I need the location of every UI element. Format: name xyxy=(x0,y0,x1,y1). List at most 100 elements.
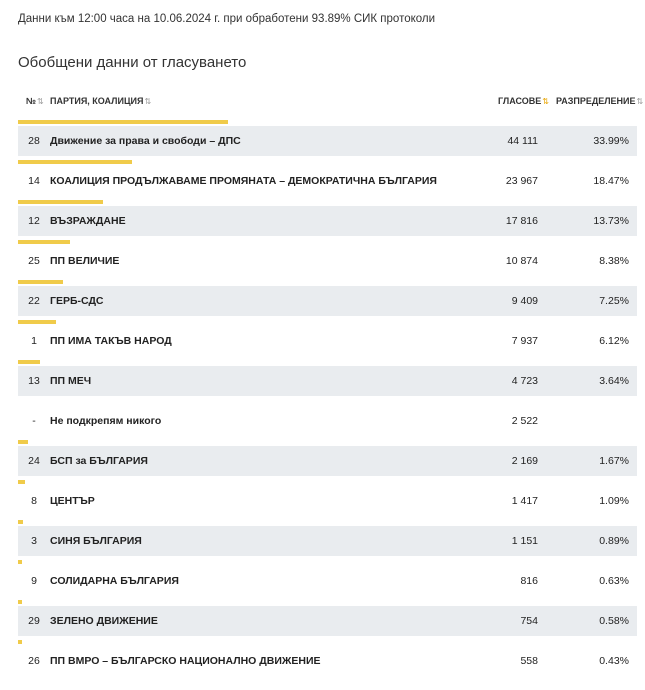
column-header-party[interactable]: ПАРТИЯ, КОАЛИЦИЯ ⇅ xyxy=(50,96,151,106)
share-bar xyxy=(18,320,56,324)
party-name: Движение за права и свободи – ДПС xyxy=(50,135,241,147)
row-background xyxy=(18,566,637,596)
table-row: - Не подкрепям никого 2 522 xyxy=(18,400,637,440)
share-bar xyxy=(18,560,22,564)
table-row: 14 КОАЛИЦИЯ ПРОДЪЛЖАВАМЕ ПРОМЯНАТА – ДЕМО… xyxy=(18,160,637,200)
party-number: 9 xyxy=(31,575,37,587)
votes-count: 7 937 xyxy=(511,335,538,347)
table-row: 13 ПП МЕЧ 4 723 3.64% xyxy=(18,360,637,400)
vote-distribution: 0.58% xyxy=(599,615,629,627)
section-title: Обобщени данни от гласуването xyxy=(18,54,247,71)
table-row: 25 ПП ВЕЛИЧИЕ 10 874 8.38% xyxy=(18,240,637,280)
sort-icon[interactable]: ⇅ xyxy=(37,96,44,106)
party-name: ЦЕНТЪР xyxy=(50,495,95,507)
row-background xyxy=(18,326,637,356)
sort-active-icon[interactable]: ⇅ xyxy=(542,96,549,106)
row-background xyxy=(18,606,637,636)
votes-count: 4 723 xyxy=(511,375,538,387)
row-background xyxy=(18,286,637,316)
votes-count: 754 xyxy=(520,615,538,627)
row-background xyxy=(18,526,637,556)
party-name: ВЪЗРАЖДАНЕ xyxy=(50,215,126,227)
share-bar xyxy=(18,240,70,244)
column-header-distribution-label: РАЗПРЕДЕЛЕНИЕ xyxy=(556,96,636,106)
sort-icon[interactable]: ⇅ xyxy=(636,96,644,106)
party-number: 12 xyxy=(28,215,40,227)
vote-distribution: 6.12% xyxy=(599,335,629,347)
vote-distribution: 1.67% xyxy=(599,455,629,467)
row-background xyxy=(18,406,637,436)
share-bar xyxy=(18,520,24,524)
votes-count: 10 874 xyxy=(505,255,538,267)
vote-distribution: 0.43% xyxy=(599,655,629,667)
row-background xyxy=(18,646,637,676)
vote-distribution: 0.63% xyxy=(599,575,629,587)
share-bar xyxy=(18,280,63,284)
votes-count: 9 409 xyxy=(511,295,538,307)
share-bar xyxy=(18,120,228,124)
vote-distribution: 7.25% xyxy=(599,295,629,307)
data-status-line: Данни към 12:00 часа на 10.06.2024 г. пр… xyxy=(18,13,436,25)
party-number: 1 xyxy=(31,335,37,347)
row-background xyxy=(18,246,637,276)
party-number: 28 xyxy=(28,135,40,147)
votes-count: 44 111 xyxy=(507,135,538,147)
share-bar xyxy=(18,200,103,204)
party-number: 13 xyxy=(28,375,40,387)
party-number: 14 xyxy=(28,175,40,187)
party-number: 24 xyxy=(28,455,40,467)
party-name: ПП МЕЧ xyxy=(50,375,92,387)
party-name: СИНЯ БЪЛГАРИЯ xyxy=(50,535,142,547)
party-name: ПП ВЕЛИЧИЕ xyxy=(50,255,120,267)
party-number: 8 xyxy=(31,495,37,507)
table-row: 8 ЦЕНТЪР 1 417 1.09% xyxy=(18,480,637,520)
vote-distribution: 18.47% xyxy=(593,175,629,187)
votes-count: 17 816 xyxy=(505,215,538,227)
row-background xyxy=(18,366,637,396)
vote-distribution: 33.99% xyxy=(593,135,629,147)
party-name: Не подкрепям никого xyxy=(50,415,162,427)
share-bar xyxy=(18,360,41,364)
column-header-votes[interactable]: ГЛАСОВЕ ⇅ xyxy=(498,96,549,106)
vote-distribution: 13.73% xyxy=(593,215,629,227)
column-header-number-label: № xyxy=(26,96,37,106)
share-bar xyxy=(18,440,29,444)
results-table: 28 Движение за права и свободи – ДПС 44 11… xyxy=(18,120,637,680)
row-background xyxy=(18,486,637,516)
column-header-distribution[interactable]: РАЗПРЕДЕЛЕНИЕ ⇅ xyxy=(556,96,643,106)
party-name: СОЛИДАРНА БЪЛГАРИЯ xyxy=(50,575,179,587)
column-header-votes-label: ГЛАСОВЕ xyxy=(498,96,542,106)
column-header-party-label: ПАРТИЯ, КОАЛИЦИЯ xyxy=(50,96,144,106)
vote-distribution: 8.38% xyxy=(599,255,629,267)
party-name: БСП за БЪЛГАРИЯ xyxy=(50,455,148,467)
party-name: ЗЕЛЕНО ДВИЖЕНИЕ xyxy=(50,615,158,627)
party-number: 25 xyxy=(28,255,40,267)
row-background xyxy=(18,446,637,476)
party-name: ГЕРБ-СДС xyxy=(50,295,104,307)
party-number: 22 xyxy=(28,295,40,307)
share-bar xyxy=(18,480,25,484)
party-number: 3 xyxy=(31,535,37,547)
share-bar xyxy=(18,600,22,604)
share-bar xyxy=(18,160,133,164)
table-row: 28 Движение за права и свободи – ДПС 44 11… xyxy=(18,120,637,160)
table-row: 1 ПП ИМА ТАКЪВ НАРОД 7 937 6.12% xyxy=(18,320,637,360)
votes-count: 2 169 xyxy=(511,455,538,467)
party-name: КОАЛИЦИЯ ПРОДЪЛЖАВАМЕ ПРОМЯНАТА – ДЕМОКР… xyxy=(50,175,437,187)
column-header-number[interactable]: № ⇅ xyxy=(26,96,44,106)
votes-count: 816 xyxy=(520,575,538,587)
party-number: - xyxy=(32,415,36,427)
vote-distribution: 0.89% xyxy=(599,535,629,547)
vote-distribution: 3.64% xyxy=(599,375,629,387)
table-row: 24 БСП за БЪЛГАРИЯ 2 169 1.67% xyxy=(18,440,637,480)
party-number: 29 xyxy=(28,615,40,627)
votes-count: 1 151 xyxy=(511,535,538,547)
table-header: № ⇅ ПАРТИЯ, КОАЛИЦИЯ ⇅ ГЛАСОВЕ ⇅ РАЗПРЕД… xyxy=(18,96,643,110)
table-row: 9 СОЛИДАРНА БЪЛГАРИЯ 816 0.63% xyxy=(18,560,637,600)
table-row: 12 ВЪЗРАЖДАНЕ 17 816 13.73% xyxy=(18,200,637,240)
row-background xyxy=(18,206,637,236)
sort-icon[interactable]: ⇅ xyxy=(144,96,152,106)
party-number: 26 xyxy=(28,655,40,667)
votes-count: 1 417 xyxy=(511,495,538,507)
table-row: 22 ГЕРБ-СДС 9 409 7.25% xyxy=(18,280,637,320)
